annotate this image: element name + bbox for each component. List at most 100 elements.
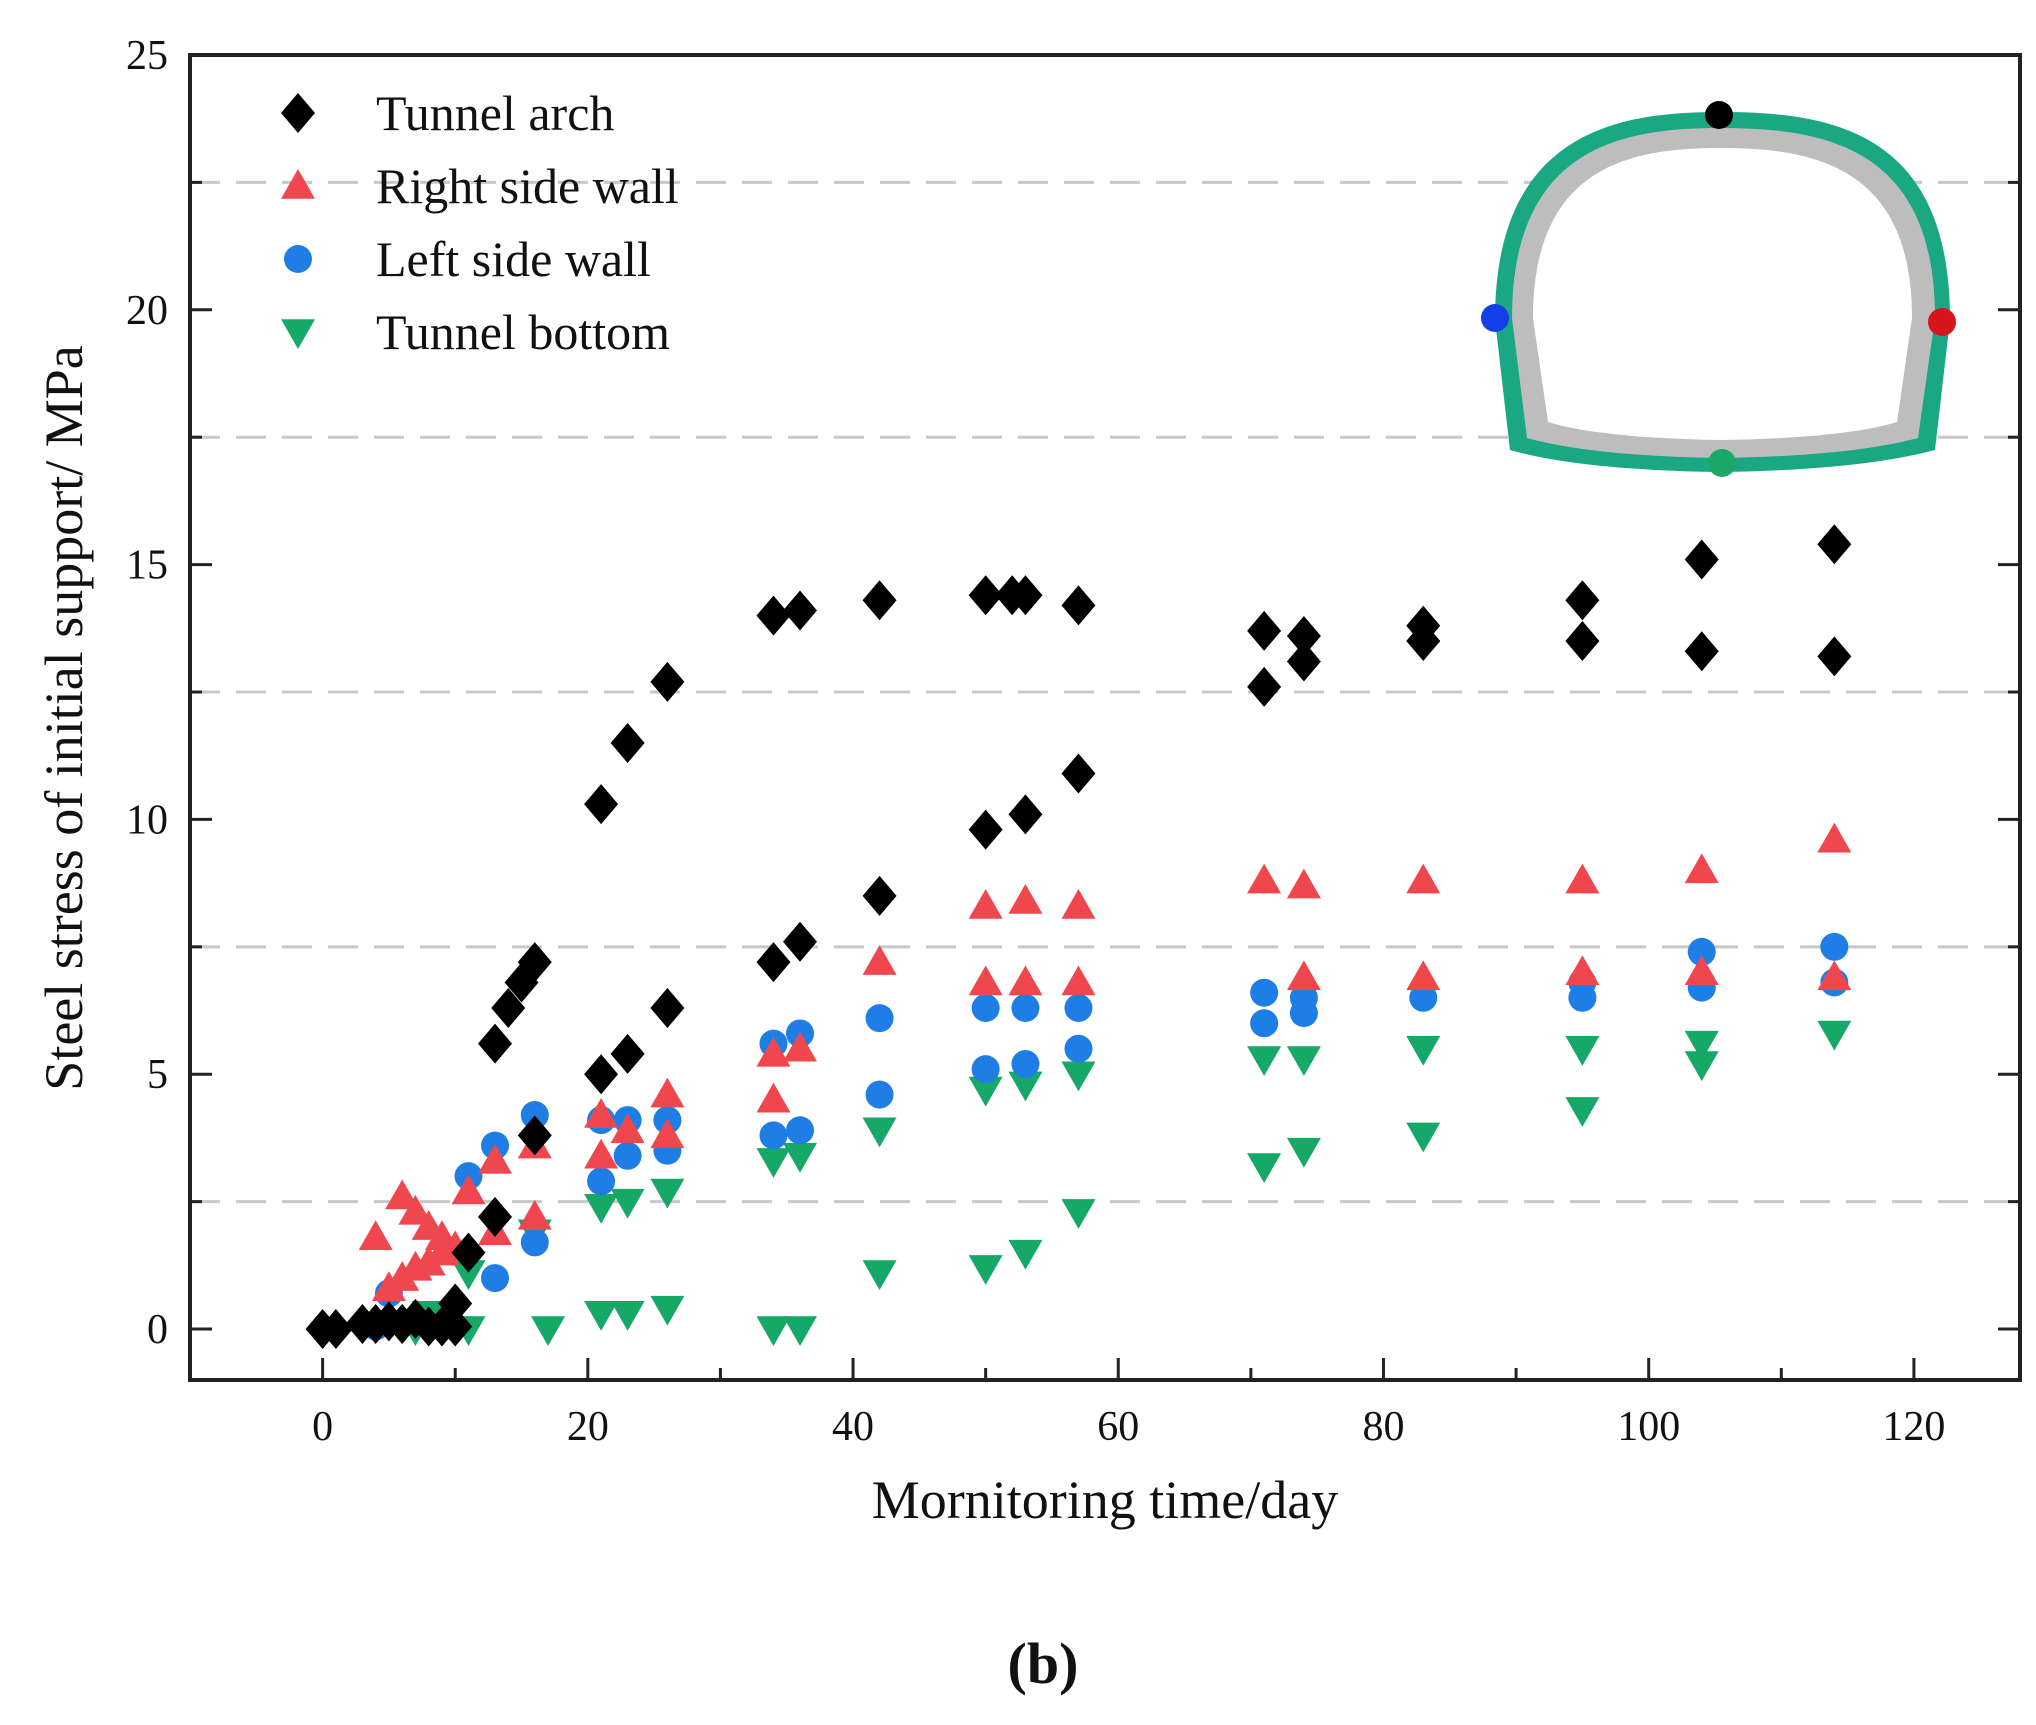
tunnel-arch-point xyxy=(1247,610,1282,651)
left-wall-dot xyxy=(1481,304,1509,332)
right-side-wall-point xyxy=(1565,863,1600,894)
left-side-wall-point xyxy=(971,993,1000,1022)
left-side-wall-point xyxy=(481,1264,509,1293)
tunnel-arch-point xyxy=(756,595,791,636)
right-side-wall-point xyxy=(650,1077,685,1108)
tunnel-arch-point xyxy=(318,1309,353,1350)
tunnel-bottom-point xyxy=(1684,1051,1719,1082)
y-tick-label: 0 xyxy=(147,1307,168,1353)
tunnel-bottom-point xyxy=(584,1301,619,1331)
tunnel-bottom-point xyxy=(862,1117,897,1148)
tunnel-arch-point xyxy=(1565,580,1600,621)
left-side-wall-point xyxy=(865,1004,894,1033)
right-wall-dot xyxy=(1928,308,1956,336)
y-axis: 0 5 10 15 20 25 xyxy=(126,33,2020,1353)
right-side-wall-point xyxy=(650,1118,685,1149)
legend-marker-tunnel-arch xyxy=(281,93,315,133)
left-side-wall-point xyxy=(1250,1009,1279,1038)
tunnel-bottom-point xyxy=(1247,1153,1282,1183)
tunnel-arch-point xyxy=(478,1023,512,1064)
right-side-wall-point xyxy=(1061,889,1096,919)
tunnel-bottom-point xyxy=(1817,1020,1852,1051)
tunnel-bottom-point xyxy=(610,1301,645,1331)
tunnel-arch-point xyxy=(1817,524,1852,565)
tunnel-bottom-point xyxy=(1247,1046,1282,1076)
tunnel-arch-point xyxy=(1286,641,1321,682)
right-side-wall-point xyxy=(968,889,1003,919)
right-side-wall-point xyxy=(1247,863,1282,894)
tunnel-bottom-point xyxy=(783,1316,817,1347)
legend-label-right-side-wall: Right side wall xyxy=(376,158,679,214)
tunnel-bottom-point xyxy=(756,1316,791,1347)
left-side-wall-point xyxy=(971,1055,1000,1084)
legend-marker-right-side-wall xyxy=(281,169,315,199)
tunnel-bottom-point xyxy=(968,1076,1003,1107)
x-tick-label: 40 xyxy=(832,1404,874,1450)
right-side-wall-point xyxy=(1565,955,1600,986)
tunnel-bottom-point xyxy=(968,1255,1003,1285)
x-axis: 0 20 40 60 80 100 120 xyxy=(188,1358,1945,1450)
tunnel-bottom-point xyxy=(1286,1046,1321,1076)
legend-marker-left-side-wall xyxy=(284,245,312,273)
left-side-wall-point xyxy=(1409,983,1438,1012)
tunnel-bottom-point xyxy=(1061,1199,1096,1229)
tunnel-arch-point xyxy=(1247,666,1282,707)
right-side-wall-point xyxy=(610,1113,645,1144)
y-tick-label: 15 xyxy=(126,543,168,589)
tunnel-arch-point xyxy=(783,921,817,962)
tunnel-arch-point xyxy=(1286,615,1321,656)
right-side-wall-point xyxy=(451,1174,486,1205)
right-side-wall-point xyxy=(1061,965,1096,996)
left-side-wall-point xyxy=(1064,993,1093,1022)
x-tick-label: 0 xyxy=(312,1404,333,1450)
tunnel-bottom-point xyxy=(650,1295,685,1326)
tunnel-bottom-point xyxy=(1008,1239,1043,1270)
left-side-wall-point xyxy=(865,1080,894,1109)
legend-label-tunnel-bottom: Tunnel bottom xyxy=(376,304,670,360)
right-side-wall-point xyxy=(1008,965,1043,996)
right-side-wall-point xyxy=(584,1098,619,1128)
tunnel-arch-point xyxy=(1565,621,1600,662)
tunnel-arch-point xyxy=(451,1232,486,1273)
tunnel-bottom-point xyxy=(1565,1097,1600,1127)
right-side-wall-point xyxy=(1817,822,1852,853)
tunnel-bottom-point xyxy=(1406,1036,1441,1066)
y-tick-label: 10 xyxy=(126,797,168,843)
panel-label: (b) xyxy=(1008,1631,1079,1696)
right-side-wall-point xyxy=(862,945,897,975)
tunnel-arch-point xyxy=(517,942,552,983)
right-side-wall-point xyxy=(1286,868,1321,899)
left-side-wall-point xyxy=(786,1116,814,1145)
tunnel-arch-point xyxy=(517,1115,552,1156)
tunnel-arch-point xyxy=(650,987,685,1028)
tunnel-opening xyxy=(1533,148,1912,440)
right-side-wall-point xyxy=(1406,960,1441,991)
tunnel-arch-point xyxy=(862,875,897,916)
left-side-wall-point xyxy=(1687,937,1716,966)
tunnel-arch-point xyxy=(584,784,619,825)
bottom-dot xyxy=(1708,449,1736,477)
tunnel-bottom-point xyxy=(531,1316,566,1347)
tunnel-arch-point xyxy=(491,987,526,1028)
left-side-wall-point xyxy=(1011,1050,1040,1079)
tunnel-cross-section-inset xyxy=(1481,101,1956,477)
tunnel-arch-point xyxy=(1008,575,1043,616)
tunnel-bottom-point xyxy=(1286,1137,1321,1168)
right-side-wall-point xyxy=(1406,863,1441,894)
tunnel-bottom-point xyxy=(862,1260,897,1290)
left-side-wall-point xyxy=(1568,983,1597,1012)
tunnel-arch-point xyxy=(968,575,1003,616)
left-side-wall-point xyxy=(520,1101,549,1129)
right-side-wall-point xyxy=(1286,960,1321,991)
right-side-wall-point xyxy=(1817,960,1852,991)
y-tick-label: 20 xyxy=(126,288,168,334)
tunnel-arch-point xyxy=(1406,621,1441,662)
tunnel-bottom-point xyxy=(1684,1030,1719,1061)
x-tick-label: 120 xyxy=(1882,1404,1945,1450)
tunnel-arch-point xyxy=(756,942,791,983)
x-tick-label: 60 xyxy=(1097,1404,1139,1450)
tunnel-arch-point xyxy=(968,809,1003,850)
right-side-wall-point xyxy=(584,1138,619,1169)
tunnel-arch-point xyxy=(1684,539,1719,580)
tunnel-bottom-point xyxy=(783,1143,817,1173)
